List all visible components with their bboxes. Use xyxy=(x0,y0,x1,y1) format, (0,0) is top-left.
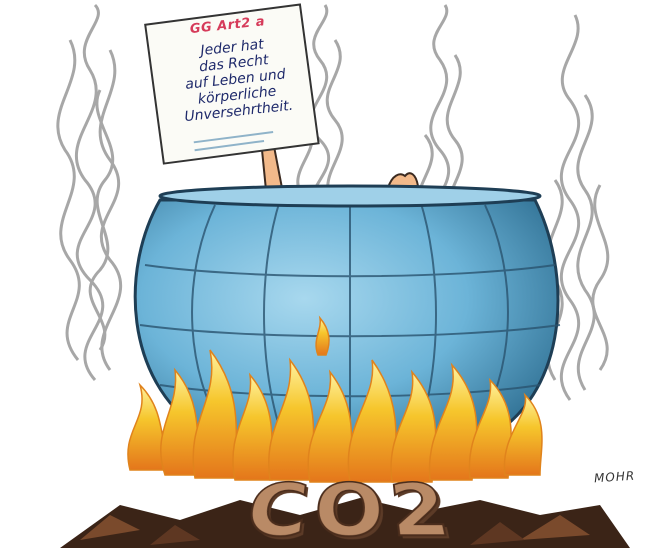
co2-letters: CO2 xyxy=(164,480,537,542)
artist-signature: MOHR xyxy=(594,469,636,486)
smoke-plume-right xyxy=(548,15,608,400)
smoke-plume-left xyxy=(58,5,121,380)
sign-body: Jeder hat das Recht auf Leben und körper… xyxy=(162,33,310,127)
sign: GG Art2 a Jeder hat das Recht auf Leben … xyxy=(141,2,324,169)
